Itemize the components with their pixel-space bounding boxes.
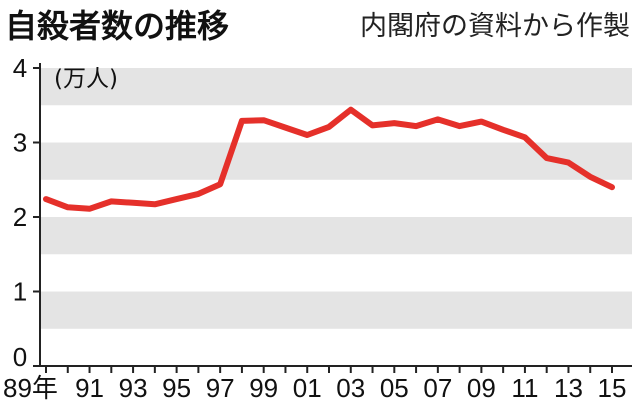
source-note: 内閣府の資料から作製 [360, 11, 630, 42]
x-tick-label: 05 [380, 373, 409, 403]
x-tick-label: 07 [423, 373, 452, 403]
x-tick-label: 03 [336, 373, 365, 403]
grid-band [40, 142, 632, 180]
y-tick-label: 1 [13, 277, 27, 307]
y-tick-label: 4 [13, 53, 27, 83]
y-tick-label: 2 [13, 202, 27, 232]
series-line [43, 106, 615, 212]
series-layer [43, 106, 615, 212]
grid-bands [40, 68, 632, 329]
x-tick-label: 93 [119, 373, 148, 403]
y-tick-label: 3 [13, 128, 27, 158]
x-tick-label: 89年 [3, 373, 58, 403]
x-tick-label: 13 [554, 373, 583, 403]
x-tick-label: 97 [206, 373, 235, 403]
x-tick-label: 99 [249, 373, 278, 403]
grid-band [40, 291, 632, 329]
chart-title: 自殺者数の推移 [5, 7, 229, 45]
y-axis-unit: (万人) [54, 66, 118, 92]
x-tick-label: 09 [467, 373, 496, 403]
x-tick-label: 01 [293, 373, 322, 403]
x-tick-label: 91 [75, 373, 104, 403]
grid-band [40, 68, 632, 106]
x-tick-label: 15 [598, 373, 627, 403]
x-tick-label: 95 [162, 373, 191, 403]
axes [33, 63, 632, 373]
x-tick-label: 11 [511, 373, 538, 403]
y-tick-label: 0 [13, 342, 27, 372]
grid-band [40, 217, 632, 255]
